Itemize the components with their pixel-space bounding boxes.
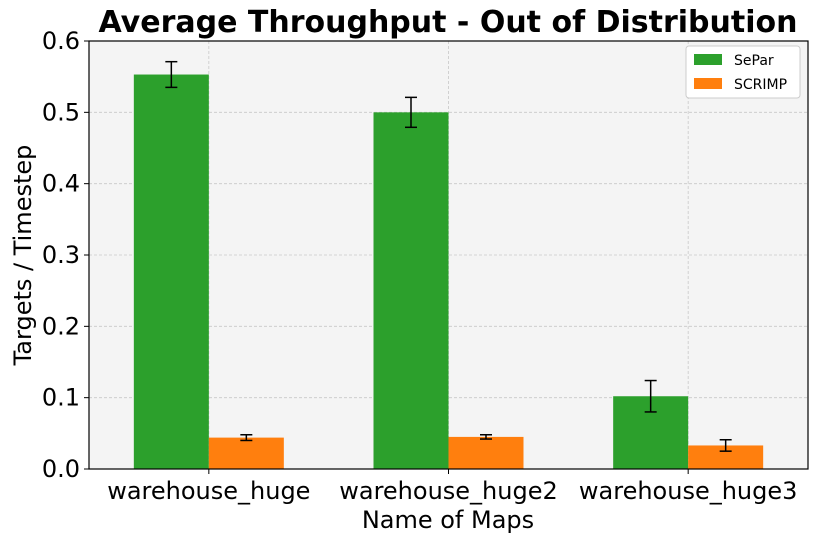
y-tick-label: 0.5: [42, 98, 80, 126]
error-bars-group: [165, 60, 732, 452]
y-tick-label: 0.4: [42, 170, 80, 198]
bar-scrimp: [448, 436, 524, 469]
y-tick-label: 0.2: [42, 312, 80, 340]
y-tick-label: 0.3: [42, 241, 80, 269]
x-tick-label: warehouse_huge2: [339, 477, 558, 505]
bar-separ: [373, 112, 449, 469]
chart-title: Average Throughput - Out of Distribution: [99, 5, 798, 40]
error-bar-scrimp: [719, 439, 732, 452]
y-tick-label: 0.6: [42, 27, 80, 55]
error-bar-scrimp: [480, 434, 492, 440]
x-axis-ticks: warehouse_huge warehouse_huge2 warehouse_h…: [107, 469, 797, 505]
legend-swatch-scrimp: [694, 78, 722, 89]
error-bar-scrimp: [240, 434, 253, 442]
y-tick-label: 0.0: [42, 455, 80, 483]
bar-separ: [133, 74, 209, 469]
bar-scrimp: [208, 437, 284, 469]
error-bar-separ: [165, 60, 178, 89]
y-axis-label: Targets / Timestep: [9, 145, 37, 367]
x-tick-label: warehouse_huge3: [579, 477, 798, 505]
legend-swatch-separ: [694, 54, 722, 65]
y-tick-label: 0.1: [42, 384, 80, 412]
error-bar-separ: [644, 379, 657, 413]
legend-label-separ: SePar: [734, 53, 774, 69]
legend: SePar SCRIMP: [685, 45, 801, 99]
y-axis-ticks: 0.0 0.1 0.2 0.3 0.4 0.5 0.6: [42, 27, 89, 483]
error-bar-separ: [405, 96, 417, 129]
x-tick-label: warehouse_huge: [107, 477, 310, 505]
x-axis-label: Name of Maps: [362, 506, 534, 534]
legend-label-scrimp: SCRIMP: [734, 77, 787, 93]
bars-group: [133, 74, 764, 469]
bar-scrimp: [688, 445, 764, 469]
